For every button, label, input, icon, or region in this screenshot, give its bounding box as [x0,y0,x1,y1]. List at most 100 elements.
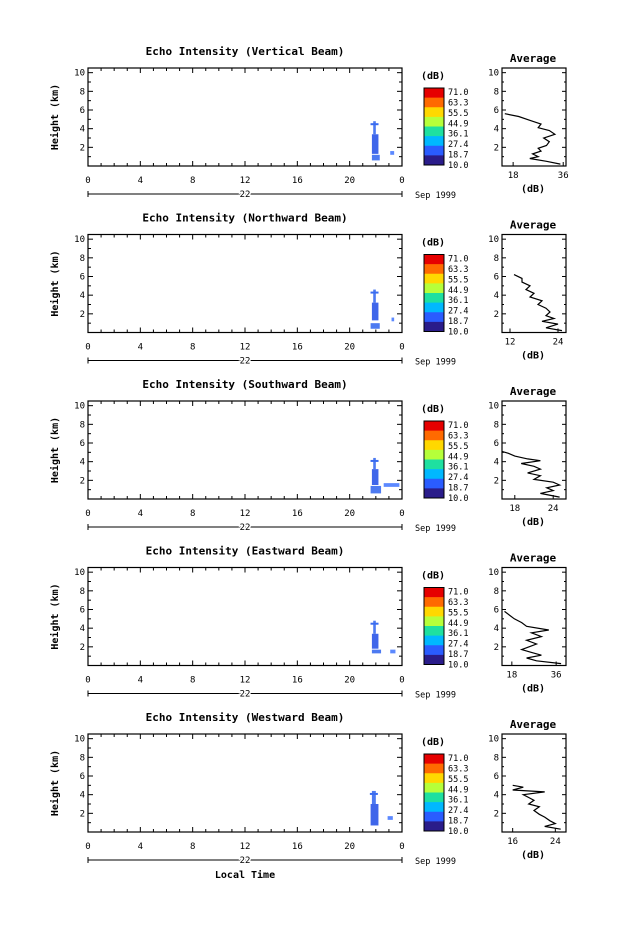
colorbar-band [424,88,444,99]
colorbar-band [424,763,444,774]
average-title: Average [510,552,557,565]
x-tick-label: 20 [344,343,355,353]
avg-x-tick-label: 36 [551,671,562,681]
y-axis-label: Height (km) [49,417,61,483]
echo-patch [387,816,393,820]
colorbar-level: 44.9 [448,286,468,296]
colorbar-unit: (dB) [421,71,445,82]
avg-x-tick-label: 24 [550,837,561,847]
colorbar-band [424,587,444,598]
x-tick-label: 12 [240,509,251,519]
colorbar-band [424,321,444,332]
colorbar-level: 44.9 [448,785,468,795]
plot-frame [87,233,403,334]
x-tick-label: 4 [138,509,143,519]
avg-y-tick-label: 10 [488,568,499,578]
avg-y-tick-label: 4 [494,125,499,135]
echo-patch [370,804,379,826]
colorbar-band [424,254,444,265]
colorbar-band [424,645,444,656]
colorbar-level: 36.1 [448,796,468,806]
x-tick-label: 16 [292,676,303,686]
colorbar-level: 27.4 [448,307,468,317]
y-tick-label: 4 [80,791,85,801]
colorbar-band [424,754,444,765]
colorbar-level: 55.5 [448,275,468,285]
x-tick-label: 12 [240,343,251,353]
colorbar-frame [423,87,445,166]
colorbar-band [424,283,444,294]
colorbar-level: 55.5 [448,109,468,119]
x-tick-label: 0 [399,176,404,186]
average-profile-line [501,450,562,498]
avg-y-tick-label: 10 [488,69,499,79]
average-title: Average [510,385,557,398]
colorbar-band [424,145,444,156]
y-axis-label: Height (km) [49,583,61,649]
colorbar-level: 36.1 [448,629,468,639]
avg-y-tick-label: 10 [488,402,499,412]
colorbar-band [424,469,444,480]
colorbar-unit: (dB) [421,571,445,582]
y-tick-label: 2 [80,643,85,653]
beam-panel: Echo Intensity (Westward Beam)246810Heig… [49,711,567,868]
colorbar-band [424,116,444,127]
echo-patch [390,649,396,654]
panel-title: Echo Intensity (Southward Beam) [142,378,347,391]
avg-y-tick-label: 10 [488,235,499,245]
y-tick-label: 6 [80,439,85,449]
colorbar-band [424,440,444,451]
average-frame [501,233,567,334]
avg-x-tick-label: 12 [505,338,516,348]
day-label: 22 [240,190,251,200]
x-tick-label: 4 [138,676,143,686]
x-tick-label: 0 [399,509,404,519]
avg-y-tick-label: 2 [494,643,499,653]
colorbar-level: 18.7 [448,484,468,494]
colorbar-band [424,597,444,608]
y-tick-label: 4 [80,624,85,634]
avg-x-axis-label: (dB) [521,850,545,861]
avg-x-axis-label: (dB) [521,184,545,195]
avg-x-axis-label: (dB) [521,351,545,362]
month-label: Sep 1999 [415,524,456,534]
avg-x-tick-label: 24 [548,504,559,514]
colorbar-band [424,616,444,627]
x-tick-label: 0 [85,509,90,519]
colorbar-frame [423,753,445,832]
x-tick-label: 0 [399,676,404,686]
colorbar-band [424,107,444,118]
x-tick-label: 20 [344,842,355,852]
colorbar-level: 55.5 [448,608,468,618]
panel-title: Echo Intensity (Westward Beam) [146,711,345,724]
y-tick-label: 6 [80,106,85,116]
echo-patch [373,289,376,303]
colorbar-unit: (dB) [421,238,445,249]
colorbar-level: 27.4 [448,140,468,150]
x-tick-label: 8 [190,676,195,686]
average-frame [501,67,567,167]
colorbar-level: 18.7 [448,650,468,660]
average-title: Average [510,219,557,232]
echo-patch [370,323,380,329]
echo-patch [373,620,376,634]
y-tick-label: 6 [80,273,85,283]
y-tick-label: 2 [80,809,85,819]
avg-x-tick-label: 36 [558,171,569,181]
colorbar-level: 27.4 [448,806,468,816]
echo-patch [371,790,376,804]
average-profile-line [513,274,563,332]
y-tick-label: 8 [80,753,85,763]
echo-patch [371,134,379,154]
colorbar-band [424,792,444,803]
avg-x-tick-label: 18 [509,504,520,514]
month-label: Sep 1999 [415,857,456,867]
plot-frame [87,400,403,500]
avg-y-tick-label: 2 [494,310,499,320]
x-tick-label: 20 [344,509,355,519]
colorbar-level: 36.1 [448,463,468,473]
y-tick-label: 2 [80,143,85,153]
colorbar-level: 63.3 [448,98,468,108]
x-tick-label: 0 [85,176,90,186]
